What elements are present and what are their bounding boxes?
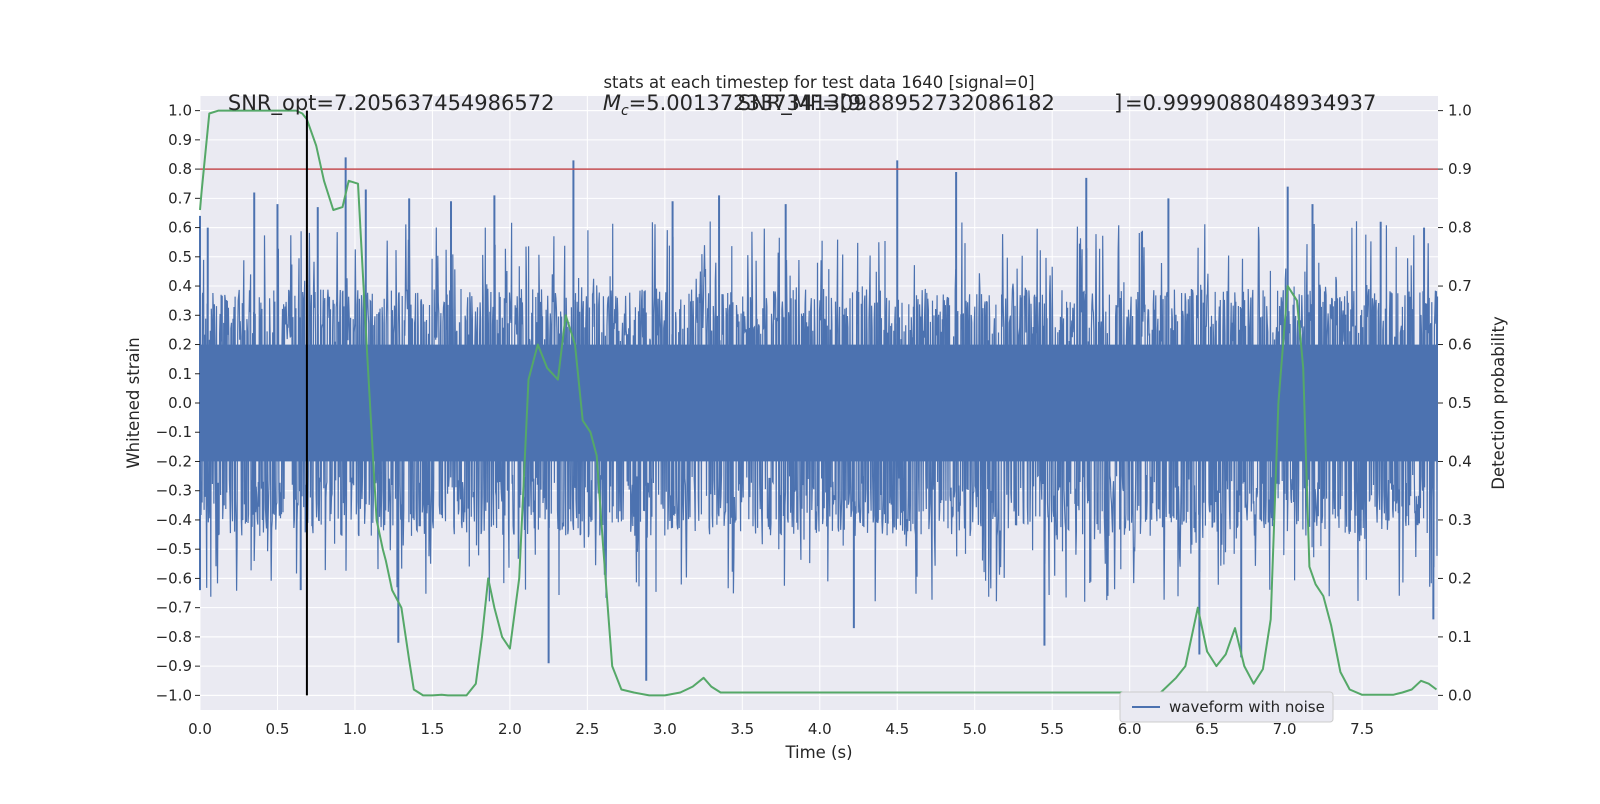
y-tick-label: 0.0 (168, 394, 192, 412)
y-tick-label: −0.4 (156, 511, 192, 529)
x-tick-label: 4.0 (808, 720, 832, 738)
x-tick-label: 5.5 (1040, 720, 1064, 738)
annotation-text: Mc=5.001372337341309 (603, 91, 867, 119)
annotation-text: =0.9999088048934937 (1125, 91, 1376, 115)
y-tick-label: 0.8 (168, 160, 192, 178)
x-tick-label: 6.5 (1195, 720, 1219, 738)
y-tick-label: −0.2 (156, 452, 192, 470)
y-tick-label: −0.6 (156, 569, 192, 587)
y-tick-label: 0.3 (168, 306, 192, 324)
y-tick-label: 0.9 (168, 131, 192, 149)
y-tick-label: 0.4 (168, 277, 192, 295)
legend: waveform with noise (1119, 691, 1334, 723)
annotation-text: ] (1114, 91, 1122, 115)
x-tick-label: 2.5 (575, 720, 599, 738)
axes: 0.0 0.5 1.0 1.5 2.0 2.5 3.0 3.5 4.0 4.5 5.0 5.5 6.0 6… (156, 102, 1472, 738)
y-tick-label: −0.3 (156, 482, 192, 500)
x-tick-label: 1.5 (420, 720, 444, 738)
x-tick-label: 3.5 (730, 720, 754, 738)
y2-tick-label: 0.3 (1448, 511, 1472, 529)
waveform-dense-band (200, 344, 1438, 462)
y-tick-label: −0.5 (156, 540, 192, 558)
y-tick-label: 0.7 (168, 189, 192, 207)
x-tick-label: 7.5 (1350, 720, 1374, 738)
y-tick-label: 0.2 (168, 336, 192, 354)
y2-tick-label: 0.5 (1448, 394, 1472, 412)
overlay-lines (199, 109, 1438, 697)
y2-tick-label: 0.2 (1448, 569, 1472, 587)
x-tick-label: 3.0 (653, 720, 677, 738)
y-tick-label: −0.7 (156, 599, 192, 617)
detection-probability-line (199, 109, 1438, 697)
y-tick-label: 0.5 (168, 248, 192, 266)
y-tick-label: 0.6 (168, 219, 192, 237)
y-tick-label: 1.0 (168, 102, 192, 120)
x-tick-label: 2.0 (498, 720, 522, 738)
legend-box (1119, 691, 1334, 723)
waveform-line (199, 221, 1439, 602)
y2-tick-label: 0.8 (1448, 219, 1472, 237)
y-axis-label: Whitened strain (124, 337, 143, 468)
y2-tick-label: 0.4 (1448, 452, 1472, 470)
y2-tick-label: 0.0 (1448, 686, 1472, 704)
x-tick-label: 6.0 (1118, 720, 1142, 738)
x-tick-label: 0.5 (266, 720, 290, 738)
y-tick-label: −0.8 (156, 628, 192, 646)
chart-title: stats at each timestep for test data 164… (603, 73, 1034, 92)
y2-axis-label: Detection probability (1489, 316, 1508, 490)
y2-tick-label: 0.9 (1448, 160, 1472, 178)
y2-tick-label: 1.0 (1448, 102, 1472, 120)
annotation-text: SNR_opt=7.205637454986572 (228, 91, 555, 116)
y2-tick-label: 0.1 (1448, 628, 1472, 646)
y-tick-label: −0.1 (156, 423, 192, 441)
x-tick-label: 5.0 (963, 720, 987, 738)
x-tick-label: 0.0 (188, 720, 212, 738)
x-tick-label: 7.0 (1273, 720, 1297, 738)
waveform-series (199, 157, 1439, 681)
x-tick-label: 4.5 (885, 720, 909, 738)
x-tick-label: 1.0 (343, 720, 367, 738)
annotations: SNR_opt=7.205637454986572 Mc=5.0013723373… (228, 91, 1377, 119)
legend-entry-waveform: waveform with noise (1169, 698, 1325, 716)
y-tick-label: 0.1 (168, 365, 192, 383)
y2-tick-label: 0.7 (1448, 277, 1472, 295)
y-tick-label: −1.0 (156, 686, 192, 704)
annotation-text: SNR_MF=[9.88952732086182 (738, 91, 1055, 116)
y2-tick-label: 0.6 (1448, 336, 1472, 354)
x-axis-label: Time (s) (784, 743, 852, 762)
y-tick-label: −0.9 (156, 657, 192, 675)
